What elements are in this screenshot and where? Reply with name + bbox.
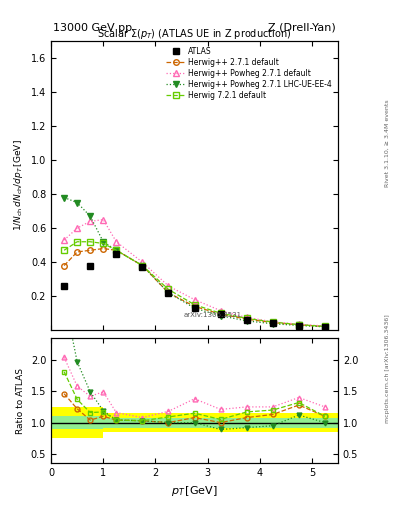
Herwig 7.2.1 default: [244, 315, 249, 322]
Herwig++ Powheg 2.7.1 LHC-UE-EE-4: [192, 305, 197, 311]
Herwig++ 2.7.1 default: [88, 247, 93, 253]
Herwig++ Powheg 2.7.1 default: [218, 308, 223, 314]
Herwig++ 2.7.1 default: [244, 316, 249, 322]
ATLAS: [192, 305, 197, 311]
Herwig++ Powheg 2.7.1 LHC-UE-EE-4: [244, 318, 249, 324]
Line: Herwig++ 2.7.1 default: Herwig++ 2.7.1 default: [61, 246, 328, 329]
ATLAS: [114, 250, 119, 257]
Herwig 7.2.1 default: [101, 241, 106, 247]
Herwig++ 2.7.1 default: [192, 303, 197, 309]
Text: mcplots.cern.ch [arXiv:1306.3436]: mcplots.cern.ch [arXiv:1306.3436]: [385, 314, 389, 423]
Herwig++ 2.7.1 default: [166, 290, 171, 296]
Herwig 7.2.1 default: [75, 239, 79, 245]
Herwig++ 2.7.1 default: [296, 322, 301, 328]
Text: 13000 GeV pp: 13000 GeV pp: [53, 23, 132, 33]
Herwig++ Powheg 2.7.1 default: [75, 225, 79, 231]
Line: Herwig++ Powheg 2.7.1 LHC-UE-EE-4: Herwig++ Powheg 2.7.1 LHC-UE-EE-4: [61, 195, 328, 330]
ATLAS: [244, 317, 249, 323]
Herwig++ 2.7.1 default: [62, 263, 66, 269]
Herwig++ Powheg 2.7.1 LHC-UE-EE-4: [62, 195, 66, 201]
Herwig 7.2.1 default: [323, 324, 327, 330]
Herwig++ 2.7.1 default: [75, 249, 79, 255]
Herwig++ Powheg 2.7.1 LHC-UE-EE-4: [101, 239, 106, 245]
Herwig++ Powheg 2.7.1 default: [296, 321, 301, 327]
Herwig++ Powheg 2.7.1 LHC-UE-EE-4: [75, 200, 79, 206]
Herwig++ Powheg 2.7.1 LHC-UE-EE-4: [88, 213, 93, 219]
Line: Herwig 7.2.1 default: Herwig 7.2.1 default: [61, 239, 328, 329]
Y-axis label: $1/N_\mathrm{ch}\,dN_\mathrm{ch}/dp_T\,[\mathrm{GeV}]$: $1/N_\mathrm{ch}\,dN_\mathrm{ch}/dp_T\,[…: [12, 140, 25, 231]
Herwig 7.2.1 default: [296, 322, 301, 328]
ATLAS: [323, 324, 327, 330]
Herwig 7.2.1 default: [192, 302, 197, 308]
Y-axis label: Ratio to ATLAS: Ratio to ATLAS: [16, 368, 25, 434]
Herwig++ Powheg 2.7.1 LHC-UE-EE-4: [114, 247, 119, 253]
Herwig++ Powheg 2.7.1 LHC-UE-EE-4: [296, 323, 301, 329]
Herwig++ Powheg 2.7.1 default: [244, 314, 249, 321]
Herwig++ 2.7.1 default: [323, 324, 327, 330]
ATLAS: [270, 321, 275, 327]
Herwig++ Powheg 2.7.1 LHC-UE-EE-4: [323, 324, 327, 330]
Text: Rivet 3.1.10, ≥ 3.4M events: Rivet 3.1.10, ≥ 3.4M events: [385, 99, 389, 187]
Herwig 7.2.1 default: [140, 263, 145, 269]
Text: Z (Drell-Yan): Z (Drell-Yan): [268, 23, 336, 33]
Line: Herwig++ Powheg 2.7.1 default: Herwig++ Powheg 2.7.1 default: [61, 217, 328, 329]
Herwig++ Powheg 2.7.1 LHC-UE-EE-4: [270, 321, 275, 327]
Herwig++ 2.7.1 default: [218, 311, 223, 317]
Herwig 7.2.1 default: [114, 247, 119, 253]
Legend: ATLAS, Herwig++ 2.7.1 default, Herwig++ Powheg 2.7.1 default, Herwig++ Powheg 2.: ATLAS, Herwig++ 2.7.1 default, Herwig++ …: [163, 45, 334, 102]
ATLAS: [296, 323, 301, 329]
Herwig++ Powheg 2.7.1 default: [114, 239, 119, 245]
Herwig++ Powheg 2.7.1 default: [323, 323, 327, 329]
Herwig++ Powheg 2.7.1 default: [270, 318, 275, 325]
Text: arXiv:1306.3531: arXiv:1306.3531: [184, 312, 242, 318]
Herwig++ Powheg 2.7.1 LHC-UE-EE-4: [140, 263, 145, 269]
ATLAS: [218, 311, 223, 317]
Herwig 7.2.1 default: [218, 310, 223, 316]
X-axis label: $p_T\,[\mathrm{GeV}]$: $p_T\,[\mathrm{GeV}]$: [171, 484, 218, 498]
Herwig++ Powheg 2.7.1 LHC-UE-EE-4: [166, 290, 171, 296]
Herwig++ Powheg 2.7.1 default: [166, 283, 171, 289]
Herwig 7.2.1 default: [88, 239, 93, 245]
Herwig++ Powheg 2.7.1 default: [101, 217, 106, 223]
Herwig 7.2.1 default: [270, 319, 275, 325]
Herwig++ Powheg 2.7.1 default: [88, 218, 93, 224]
Herwig++ 2.7.1 default: [140, 263, 145, 269]
Herwig++ 2.7.1 default: [101, 245, 106, 251]
ATLAS: [88, 263, 93, 269]
Herwig++ 2.7.1 default: [270, 319, 275, 326]
Herwig++ Powheg 2.7.1 LHC-UE-EE-4: [218, 313, 223, 319]
Title: Scalar $\Sigma(p_T)$ (ATLAS UE in Z production): Scalar $\Sigma(p_T)$ (ATLAS UE in Z prod…: [97, 27, 292, 41]
ATLAS: [166, 290, 171, 296]
ATLAS: [62, 283, 66, 289]
Line: ATLAS: ATLAS: [61, 250, 328, 330]
Herwig++ Powheg 2.7.1 default: [192, 296, 197, 303]
Herwig 7.2.1 default: [166, 286, 171, 292]
Herwig 7.2.1 default: [62, 247, 66, 253]
ATLAS: [140, 264, 145, 270]
Herwig++ 2.7.1 default: [114, 247, 119, 253]
Herwig++ Powheg 2.7.1 default: [62, 237, 66, 243]
Herwig++ Powheg 2.7.1 default: [140, 259, 145, 265]
